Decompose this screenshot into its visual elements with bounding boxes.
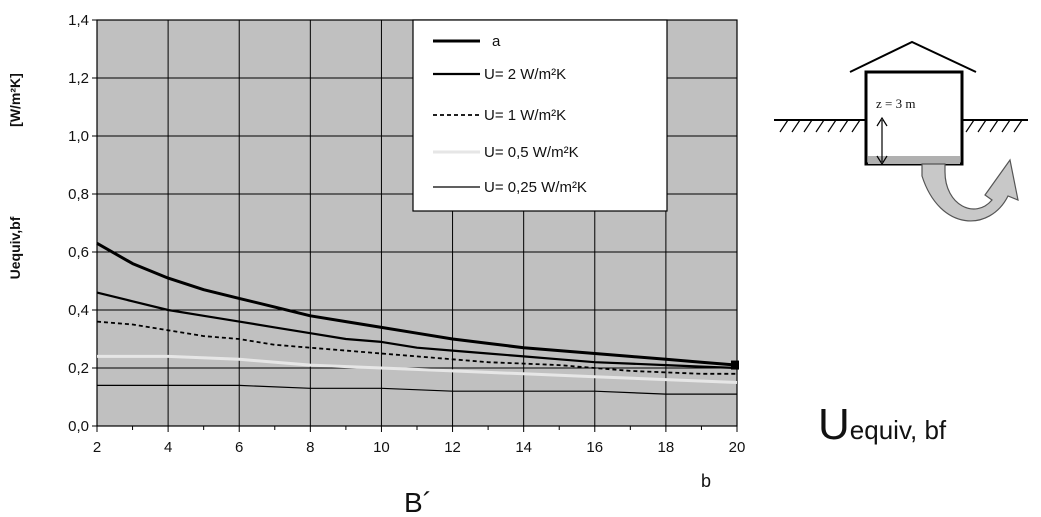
- y-tick-label: 0,4: [68, 302, 89, 319]
- y-axis-label: Uequiv,bf: [7, 216, 23, 279]
- y-tick-label: 0,0: [68, 418, 89, 435]
- y-tick-labels: 0,0 0,2 0,4 0,6 0,8 1,0 1,2 1,4: [68, 12, 89, 435]
- formula-main: U: [818, 400, 850, 449]
- y-tick-label: 0,6: [68, 244, 89, 261]
- y-tick-label: 1,2: [68, 70, 89, 87]
- y-tick-label: 1,0: [68, 128, 89, 145]
- x-tick-labels: 2 4 6 8 10 12 14 16 18 20: [93, 439, 746, 456]
- legend-label-1: a: [492, 33, 501, 50]
- x-tick-label: 10: [373, 439, 390, 456]
- series-line-1: [96, 241, 738, 367]
- legend-label-3: U= 1 W/m²K: [484, 107, 566, 124]
- series-line-2: [96, 291, 738, 370]
- depth-label: z = 3 m: [876, 96, 915, 111]
- x-tick-label: 16: [586, 439, 603, 456]
- heat-flow-arrow: [921, 158, 1019, 222]
- series-line-3: [96, 320, 737, 375]
- x-axis-note: b: [701, 471, 711, 491]
- y-axis-unit: [W/m²K]: [7, 73, 23, 127]
- formula-subscript: equiv, bf: [849, 415, 947, 445]
- x-tick-label: 20: [729, 439, 746, 456]
- legend-label-4: U= 0,5 W/m²K: [484, 144, 579, 161]
- legend: a U= 2 W/m²K U= 1 W/m²K U= 0,5 W/m²K U= 0,25…: [412, 19, 668, 212]
- roof-shape: [849, 40, 977, 73]
- x-tick-label: 6: [235, 439, 243, 456]
- x-tick-label: 14: [515, 439, 532, 456]
- depth-arrow-top: [876, 116, 888, 127]
- basement-floor: [868, 156, 960, 164]
- formula-u-equiv-bf: Uequiv, bf: [818, 400, 946, 450]
- y-tick-label: 0,2: [68, 360, 89, 377]
- y-tick-label: 0,8: [68, 186, 89, 203]
- depth-arrow-bottom: [876, 155, 888, 166]
- basement-diagram: z = 3 m: [774, 40, 1028, 222]
- x-tick-label: 12: [444, 439, 461, 456]
- x-tick-label: 4: [164, 439, 172, 456]
- x-tick-label: 8: [306, 439, 314, 456]
- series-line-4: [97, 354, 738, 384]
- series-lines: [96, 241, 739, 395]
- legend-items: a U= 2 W/m²K U= 1 W/m²K U= 0,5 W/m²K U= 0,25…: [433, 33, 587, 196]
- x-tick-label: 2: [93, 439, 101, 456]
- series-end-marker: [731, 360, 739, 370]
- series-line-5: [97, 384, 737, 395]
- x-axis-label: B´: [404, 487, 432, 517]
- x-tick-label: 18: [658, 439, 675, 456]
- house-walls: [864, 70, 964, 166]
- legend-label-2: U= 2 W/m²K: [484, 66, 566, 83]
- legend-label-5: U= 0,25 W/m²K: [484, 179, 587, 196]
- ground-hatching: [779, 119, 1023, 133]
- y-tick-label: 1,4: [68, 12, 89, 29]
